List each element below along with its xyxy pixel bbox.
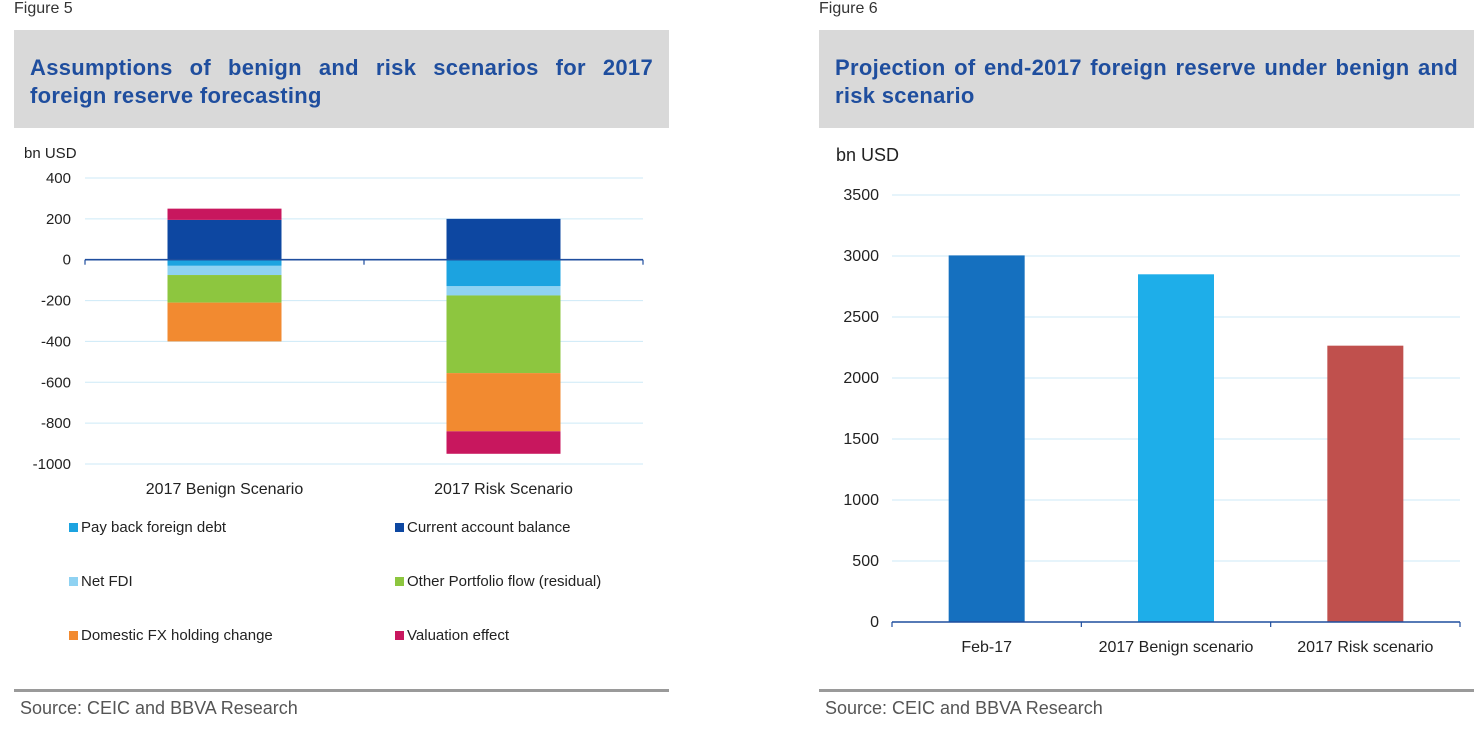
legend-item: Other Portfolio flow (residual) bbox=[395, 573, 601, 590]
y-tick-label: 3000 bbox=[843, 248, 879, 265]
x-tick-label: 2017 Risk scenario bbox=[1297, 639, 1433, 656]
legend-swatch bbox=[395, 523, 404, 532]
legend-label: Current account balance bbox=[407, 519, 571, 536]
y-tick-label: -1000 bbox=[33, 456, 71, 473]
stacked-bar-chart: bn USD 400 200 0 -200 -400 -600 -800 -1000 2017 B… bbox=[24, 145, 644, 498]
y-tick-label: 0 bbox=[870, 614, 879, 631]
legend-swatch bbox=[395, 577, 404, 586]
bar-segment bbox=[446, 295, 561, 374]
legend-label: Other Portfolio flow (residual) bbox=[407, 573, 602, 590]
chart-title-bar: Assumptions of benign and risk scenarios… bbox=[14, 30, 669, 128]
y-tick-label: -600 bbox=[41, 374, 71, 391]
chart-title-bar: Projection of end-2017 foreign reserve u… bbox=[819, 30, 1474, 128]
source-divider bbox=[14, 689, 669, 692]
legend-item: Pay back foreign debt bbox=[69, 519, 226, 536]
legend-label: Valuation effect bbox=[407, 627, 510, 644]
bar-segment bbox=[446, 431, 561, 454]
source-note: Source: CEIC and BBVA Research bbox=[20, 698, 298, 718]
bar-segment bbox=[446, 218, 561, 260]
source-divider bbox=[819, 689, 1474, 692]
y-tick-label: -400 bbox=[41, 333, 71, 350]
legend-label: Net FDI bbox=[81, 573, 133, 590]
legend-item: Valuation effect bbox=[395, 627, 509, 644]
legend-item: Net FDI bbox=[69, 573, 133, 590]
bar-segment bbox=[446, 259, 561, 287]
figure-label: Figure 5 bbox=[14, 0, 73, 17]
bar-segment bbox=[446, 373, 561, 432]
bar-chart: bn USD 3500 3000 2500 2000 1500 1000 500 0 Feb-17… bbox=[836, 145, 1461, 656]
y-tick-label: -800 bbox=[41, 415, 71, 432]
y-tick-label: -200 bbox=[41, 293, 71, 310]
y-tick-label: 0 bbox=[63, 252, 71, 269]
bar bbox=[1327, 345, 1404, 622]
legend-item: Domestic FX holding change bbox=[69, 627, 273, 644]
legend-swatch bbox=[69, 631, 78, 640]
legend-item: Current account balance bbox=[395, 519, 570, 536]
x-tick-label: Feb-17 bbox=[961, 639, 1012, 656]
chart-title: Assumptions of benign and risk scenarios… bbox=[30, 55, 653, 108]
bar-segment bbox=[167, 265, 282, 276]
bar bbox=[1138, 274, 1214, 622]
y-tick-label: 1500 bbox=[843, 431, 879, 448]
legend-swatch bbox=[69, 523, 78, 532]
figure-label: Figure 6 bbox=[819, 0, 878, 17]
y-tick-label: 1000 bbox=[843, 492, 879, 509]
bar-segment bbox=[167, 275, 282, 303]
bar-segment bbox=[167, 302, 282, 342]
bar bbox=[948, 255, 1025, 622]
y-tick-label: 500 bbox=[852, 553, 879, 570]
y-axis-label: bn USD bbox=[836, 145, 899, 165]
x-tick-label: 2017 Benign scenario bbox=[1099, 639, 1254, 656]
legend-swatch bbox=[395, 631, 404, 640]
y-tick-label: 3500 bbox=[843, 187, 879, 204]
y-tick-label: 400 bbox=[46, 170, 71, 187]
legend-label: Pay back foreign debt bbox=[81, 519, 227, 536]
source-note: Source: CEIC and BBVA Research bbox=[825, 698, 1103, 718]
bar-segment bbox=[446, 286, 561, 296]
bar-segment bbox=[167, 259, 282, 266]
y-tick-label: 2000 bbox=[843, 370, 879, 387]
bar-segment bbox=[167, 208, 282, 220]
bar-segment bbox=[167, 219, 282, 260]
y-tick-label: 2500 bbox=[843, 309, 879, 326]
x-tick-label: 2017 Benign Scenario bbox=[146, 481, 304, 498]
legend-swatch bbox=[69, 577, 78, 586]
legend-label: Domestic FX holding change bbox=[81, 627, 273, 644]
chart-title: Projection of end-2017 foreign reserve u… bbox=[835, 55, 1458, 108]
y-tick-label: 200 bbox=[46, 211, 71, 228]
x-tick-label: 2017 Risk Scenario bbox=[434, 481, 573, 498]
y-axis-label: bn USD bbox=[24, 145, 77, 162]
